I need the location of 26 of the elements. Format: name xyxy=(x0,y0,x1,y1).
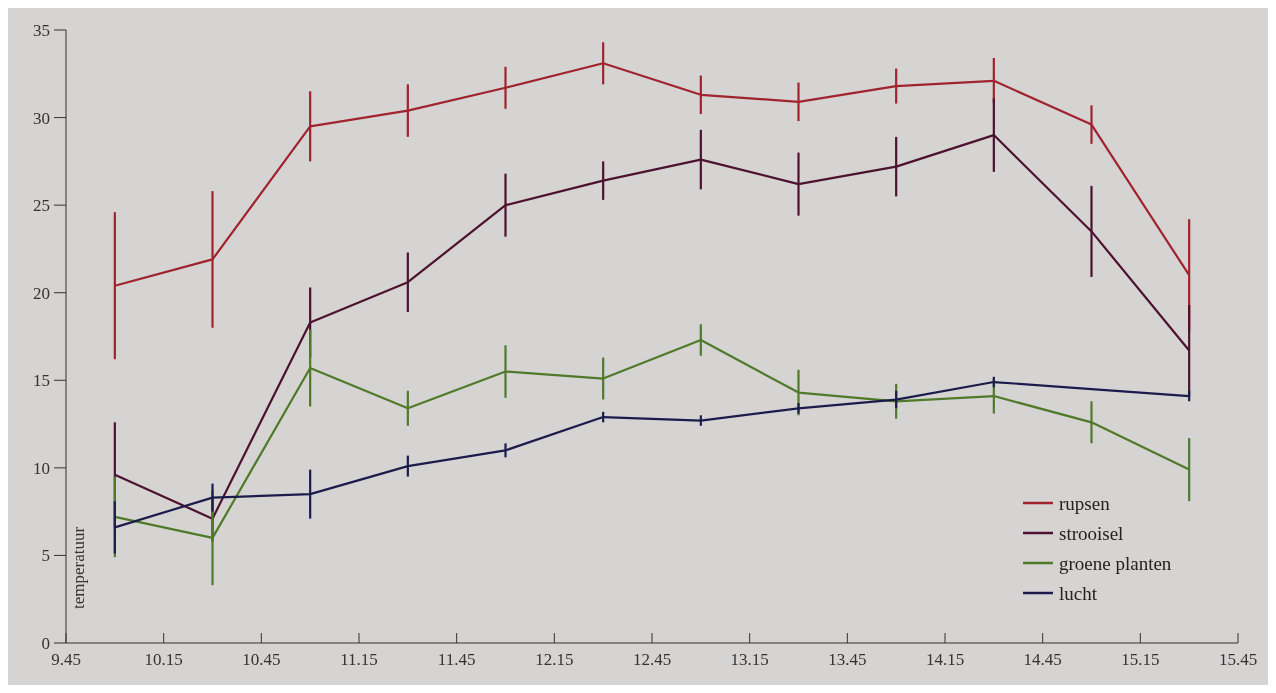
y-tick-label: 25 xyxy=(33,196,50,216)
x-tick-label: 9.45 xyxy=(51,650,81,669)
y-axis-title: temperatuur xyxy=(69,526,88,610)
x-tick-label: 14.45 xyxy=(1023,650,1062,669)
x-tick-label: 12.15 xyxy=(535,650,574,669)
y-tick-label: 20 xyxy=(33,283,50,303)
y-tick-label: 15 xyxy=(33,371,50,391)
legend-label: rupsen xyxy=(1059,492,1111,514)
x-tick-label: 10.45 xyxy=(242,650,281,669)
y-tick-label: 10 xyxy=(33,458,50,478)
x-tick-label: 12.45 xyxy=(632,650,672,669)
y-tick-label: 0 xyxy=(41,633,50,653)
x-tick-label: 11.15 xyxy=(340,650,378,669)
y-tick-label: 35 xyxy=(33,20,50,40)
legend-label: groene planten xyxy=(1059,552,1172,574)
x-tick-label: 14.15 xyxy=(925,650,965,669)
x-tick-label: 10.15 xyxy=(144,650,183,669)
x-tick-label: 15.15 xyxy=(1121,650,1160,669)
x-tick-label: 13.15 xyxy=(730,650,769,669)
legend-label: lucht xyxy=(1059,582,1098,604)
y-tick-label: 30 xyxy=(33,108,50,128)
y-tick-label: 5 xyxy=(41,546,50,566)
legend-label: strooisel xyxy=(1059,522,1124,544)
x-tick-label: 15.45 xyxy=(1218,650,1258,669)
x-tick-label: 13.45 xyxy=(828,650,867,669)
x-tick-label: 11.45 xyxy=(437,650,476,669)
